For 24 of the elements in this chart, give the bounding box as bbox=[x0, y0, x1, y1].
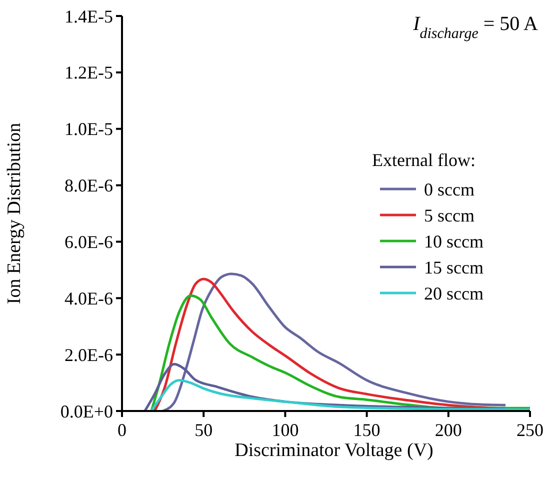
y-axis-title: Ion Energy Distribution bbox=[4, 122, 25, 304]
legend-label: 15 sccm bbox=[424, 257, 484, 278]
legend-title: External flow: bbox=[372, 150, 476, 170]
x-tick-label: 50 bbox=[194, 420, 213, 440]
y-tick-label: 8.0E-6 bbox=[64, 176, 113, 196]
y-tick-label: 6.0E-6 bbox=[64, 232, 113, 252]
legend-label: 0 sccm bbox=[424, 179, 474, 200]
legend-label: 20 sccm bbox=[424, 283, 484, 304]
x-tick-label: 0 bbox=[118, 420, 126, 440]
y-tick-label: 1.4E-5 bbox=[64, 6, 113, 26]
line-series bbox=[150, 378, 532, 412]
y-tick-label: 4.0E-6 bbox=[64, 288, 113, 308]
y-tick-label: 1.2E-5 bbox=[64, 62, 113, 83]
annotation: I$_{discharge}$ = 50 A bbox=[412, 13, 539, 42]
x-tick-label: 150 bbox=[353, 420, 380, 440]
y-tick-label: 0.0E+0 bbox=[60, 401, 113, 422]
y-tick-label: 2.0E-6 bbox=[64, 344, 113, 365]
legend-label: 5 sccm bbox=[424, 205, 474, 226]
x-tick-label: 100 bbox=[272, 420, 299, 440]
x-tick-label: 250 bbox=[516, 420, 544, 440]
y-tick-label: 1.0E-5 bbox=[64, 119, 113, 140]
x-tick-label: 200 bbox=[434, 420, 462, 440]
x-axis-title: Discriminator Voltage (V) bbox=[234, 440, 434, 461]
legend-label: 10 sccm bbox=[424, 231, 484, 252]
